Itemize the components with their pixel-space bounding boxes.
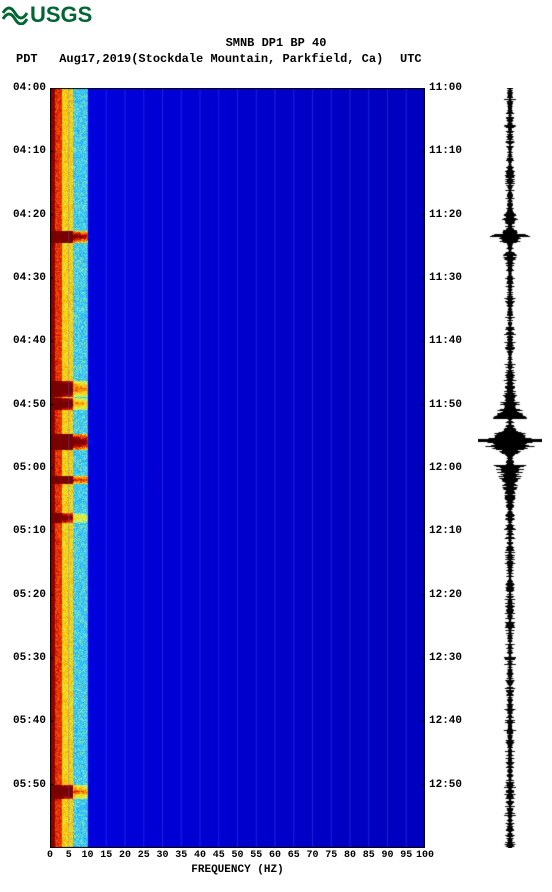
xtick: 5 bbox=[66, 850, 72, 861]
ytick-left: 05:40 bbox=[13, 715, 46, 727]
ytick-left: 05:50 bbox=[13, 779, 46, 791]
ytick-left: 05:30 bbox=[13, 652, 46, 664]
xtick: 0 bbox=[47, 850, 53, 861]
xtick: 85 bbox=[363, 850, 375, 861]
ytick-left: 05:10 bbox=[13, 525, 46, 537]
x-axis-label: FREQUENCY (HZ) bbox=[50, 864, 425, 876]
ytick-right: 12:10 bbox=[429, 525, 462, 537]
chart-title: SMNB DP1 BP 40 bbox=[0, 36, 552, 50]
root: USGS SMNB DP1 BP 40 PDT Aug17,2019(Stock… bbox=[0, 0, 552, 892]
ytick-left: 05:00 bbox=[13, 462, 46, 474]
spectrogram-canvas bbox=[50, 88, 425, 848]
ytick-right: 12:30 bbox=[429, 652, 462, 664]
xtick: 55 bbox=[250, 850, 262, 861]
ytick-right: 12:50 bbox=[429, 779, 462, 791]
date-line: Aug17,2019(Stockdale Mountain, Parkfield… bbox=[59, 52, 383, 66]
xtick: 90 bbox=[381, 850, 393, 861]
ytick-left: 05:20 bbox=[13, 589, 46, 601]
xtick: 25 bbox=[138, 850, 150, 861]
right-tz-label: UTC bbox=[400, 52, 422, 66]
ytick-left: 04:40 bbox=[13, 335, 46, 347]
ytick-right: 12:00 bbox=[429, 462, 462, 474]
xtick: 65 bbox=[288, 850, 300, 861]
ytick-left: 04:30 bbox=[13, 272, 46, 284]
seismogram-panel bbox=[478, 88, 542, 848]
xtick: 15 bbox=[100, 850, 112, 861]
ytick-right: 11:00 bbox=[429, 82, 462, 94]
ytick-right: 12:20 bbox=[429, 589, 462, 601]
xtick: 60 bbox=[269, 850, 281, 861]
ytick-left: 04:20 bbox=[13, 209, 46, 221]
ytick-left: 04:00 bbox=[13, 82, 46, 94]
ytick-left: 04:50 bbox=[13, 399, 46, 411]
xtick: 45 bbox=[213, 850, 225, 861]
ytick-right: 11:40 bbox=[429, 335, 462, 347]
usgs-wave-icon bbox=[2, 5, 28, 25]
ytick-right: 11:10 bbox=[429, 145, 462, 157]
xtick: 20 bbox=[119, 850, 131, 861]
spectrogram-panel: 04:0011:0004:1011:1004:2011:2004:3011:30… bbox=[50, 88, 425, 848]
ytick-right: 11:30 bbox=[429, 272, 462, 284]
xtick: 75 bbox=[325, 850, 337, 861]
left-tz-label: PDT bbox=[16, 52, 38, 66]
xtick: 40 bbox=[194, 850, 206, 861]
xtick: 50 bbox=[231, 850, 243, 861]
ytick-right: 11:20 bbox=[429, 209, 462, 221]
xtick: 100 bbox=[416, 850, 434, 861]
usgs-logo: USGS bbox=[2, 2, 92, 28]
xtick: 30 bbox=[156, 850, 168, 861]
seismogram-canvas bbox=[478, 88, 542, 848]
xtick: 35 bbox=[175, 850, 187, 861]
ytick-left: 04:10 bbox=[13, 145, 46, 157]
xtick: 70 bbox=[306, 850, 318, 861]
xtick: 80 bbox=[344, 850, 356, 861]
usgs-text: USGS bbox=[30, 2, 92, 28]
ytick-right: 12:40 bbox=[429, 715, 462, 727]
xtick: 10 bbox=[81, 850, 93, 861]
chart-subtitle: PDT Aug17,2019(Stockdale Mountain, Parkf… bbox=[16, 52, 383, 66]
ytick-right: 11:50 bbox=[429, 399, 462, 411]
xtick: 95 bbox=[400, 850, 412, 861]
